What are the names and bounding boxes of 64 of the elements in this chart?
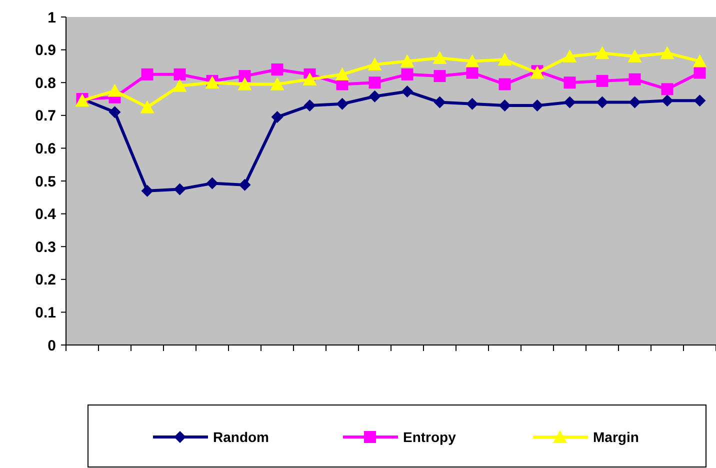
- point: [304, 100, 316, 112]
- y-tick-label: 1: [48, 9, 56, 26]
- point: [172, 78, 187, 92]
- point: [108, 84, 122, 97]
- y-tick-label: 0.2: [35, 272, 56, 289]
- y-tick-label: 0: [48, 337, 56, 354]
- y-tick-label: 0.1: [35, 304, 56, 322]
- point: [694, 66, 706, 79]
- point: [466, 66, 478, 79]
- point: [694, 94, 706, 107]
- point: [596, 74, 608, 87]
- point: [141, 68, 154, 80]
- point: [368, 90, 381, 102]
- point: [238, 70, 251, 82]
- legend-label: Margin: [593, 428, 639, 445]
- y-tick-label: 0.7: [35, 108, 56, 125]
- point: [465, 54, 480, 68]
- y-tick-label: 0.5: [35, 173, 56, 190]
- y-tick-label: 0.8: [35, 74, 56, 92]
- point: [401, 68, 414, 80]
- y-tick-label: 0.3: [35, 238, 56, 256]
- point: [271, 111, 284, 124]
- point: [466, 98, 478, 110]
- point: [498, 100, 511, 112]
- point: [238, 77, 252, 90]
- point: [271, 63, 284, 76]
- point: [336, 98, 348, 110]
- point: [498, 78, 511, 90]
- point: [141, 184, 154, 197]
- y-tick-label: 0.6: [35, 140, 56, 158]
- point: [628, 73, 641, 86]
- point: [401, 85, 414, 98]
- point: [660, 46, 674, 60]
- point: [498, 52, 512, 66]
- point: [661, 94, 674, 107]
- point: [692, 54, 707, 68]
- point: [434, 70, 446, 82]
- point: [564, 76, 576, 89]
- legend-label: Random: [213, 428, 269, 445]
- point: [434, 96, 446, 108]
- y-tick-label: 0.9: [35, 42, 56, 60]
- point: [661, 83, 674, 96]
- point: [206, 177, 218, 190]
- point: [174, 68, 186, 80]
- point: [595, 46, 610, 60]
- point: [335, 67, 350, 80]
- point: [270, 77, 284, 90]
- point: [400, 54, 414, 68]
- y-tick-label: 0.4: [35, 206, 57, 224]
- point: [108, 106, 121, 118]
- point: [174, 183, 186, 196]
- legend-label: Entropy: [403, 428, 456, 445]
- point: [368, 76, 381, 89]
- point: [628, 49, 642, 62]
- point: [368, 58, 382, 71]
- point: [628, 96, 641, 108]
- point: [562, 49, 577, 62]
- point: [531, 100, 544, 112]
- point: [596, 96, 608, 108]
- point: [302, 72, 317, 86]
- point: [140, 100, 154, 114]
- point: [564, 96, 576, 108]
- point: [432, 51, 447, 64]
- point: [238, 178, 251, 191]
